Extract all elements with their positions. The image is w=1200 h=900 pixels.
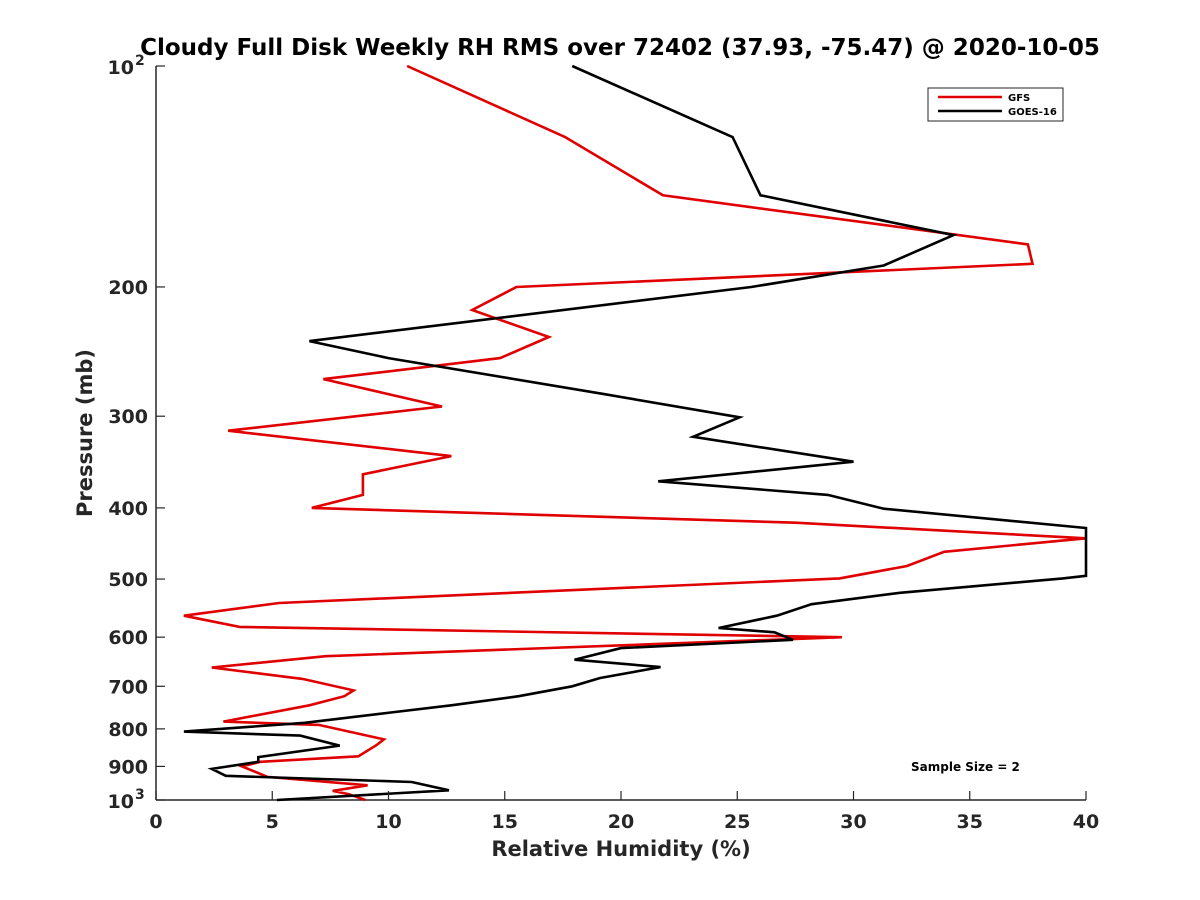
legend-label-gfs: GFS [1008,93,1030,104]
y-tick-label: 300 [108,406,148,428]
x-tick-label: 20 [608,811,634,833]
y-tick-label: 500 [108,569,148,591]
x-tick-label: 15 [492,811,518,833]
y-tick-label: 900 [108,756,148,778]
x-axis-label: Relative Humidity (%) [491,837,750,861]
y-tick-label: 600 [108,627,148,649]
legend-box [927,87,1064,122]
y-tick-label: 400 [108,498,148,520]
x-axis-ticks: 0 5 10 15 20 25 30 35 40 [149,791,1099,833]
x-tick-label: 30 [840,811,866,833]
x-tick-label: 10 [375,811,401,833]
legend: GFS GOES-16 [927,87,1064,122]
x-tick-label: 0 [149,811,162,833]
series-line-gfs [183,64,1087,802]
series-layer [183,64,1088,802]
y-tick-label: 700 [108,676,148,698]
y-tick-exponent: 3 [135,787,145,803]
y-tick-label: 10 [108,791,134,813]
x-tick-label: 5 [266,811,279,833]
legend-label-goes16: GOES-16 [1008,107,1057,118]
plot-area [155,64,1088,802]
y-tick-exponent: 2 [135,53,145,69]
sample-size-annotation: Sample Size = 2 [911,760,1020,774]
x-tick-label: 25 [724,811,750,833]
x-tick-label: 40 [1073,811,1099,833]
y-tick-label: 800 [108,719,148,741]
chart-title: Cloudy Full Disk Weekly RH RMS over 7240… [140,35,1100,61]
y-tick-label: 200 [108,277,148,299]
y-tick-label: 10 [108,57,134,79]
series-line-goes16 [183,64,1088,802]
x-tick-label: 35 [957,811,983,833]
y-axis-label: Pressure (mb) [73,349,97,517]
